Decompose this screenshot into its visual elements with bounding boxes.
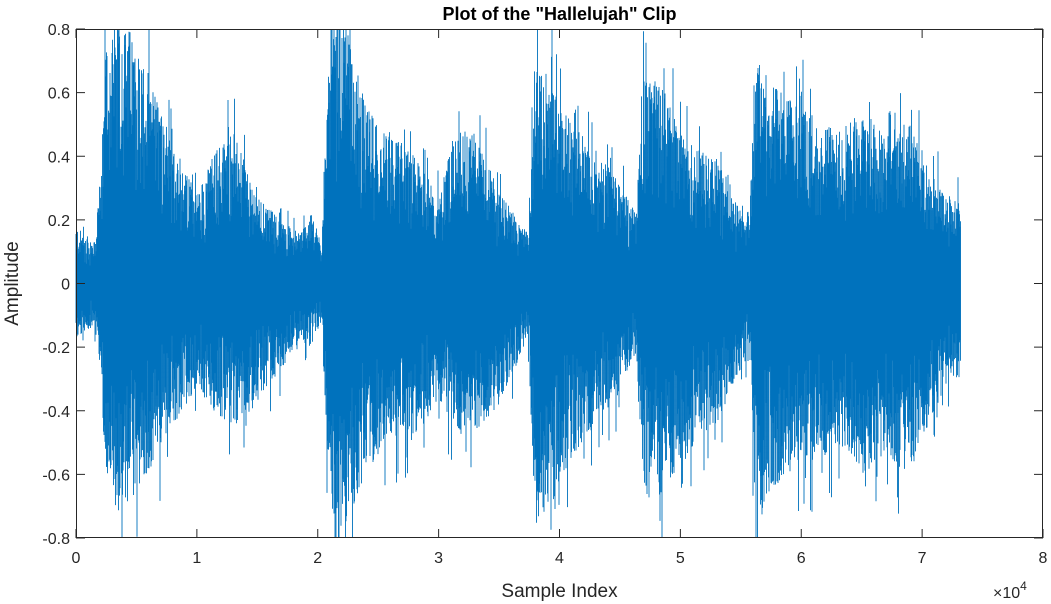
x-tick-label: 3	[434, 550, 443, 567]
x-tick-label: 8	[1039, 550, 1048, 567]
x-axis-title: Sample Index	[501, 581, 618, 602]
chart-title: Plot of the "Hallelujah" Clip	[442, 4, 676, 24]
y-tick-label: -0.6	[42, 467, 70, 484]
y-tick-label: 0.6	[48, 86, 70, 103]
x-tick-label: 4	[555, 550, 564, 567]
x-multiplier-base: ×10	[993, 585, 1020, 602]
x-tick-label: 5	[676, 550, 685, 567]
y-tick-label: 0	[61, 277, 70, 294]
x-tick-label: 6	[797, 550, 806, 567]
y-tick-label: 0.8	[48, 22, 70, 39]
y-tick-label: -0.4	[42, 404, 70, 421]
x-tick-label: 2	[313, 550, 322, 567]
y-tick-label: 0.4	[48, 149, 70, 166]
y-axis-title: Amplitude	[2, 241, 23, 326]
x-multiplier-exponent: 4	[1020, 579, 1027, 593]
x-tick-label: 1	[192, 550, 201, 567]
x-tick-label: 7	[918, 550, 927, 567]
y-tick-label: -0.2	[42, 340, 70, 357]
y-tick-label: -0.8	[42, 531, 70, 548]
x-tick-label: 0	[72, 550, 81, 567]
y-tick-label: 0.2	[48, 213, 70, 230]
x-axis-multiplier: ×104	[993, 579, 1027, 602]
x-axis-ticks: 0 1 2 3 4 5 6 7 8	[72, 29, 1048, 567]
y-axis-ticks: -0.8 -0.6 -0.4 -0.2 0 0.2 0.4 0.6 0.8	[42, 22, 1043, 548]
